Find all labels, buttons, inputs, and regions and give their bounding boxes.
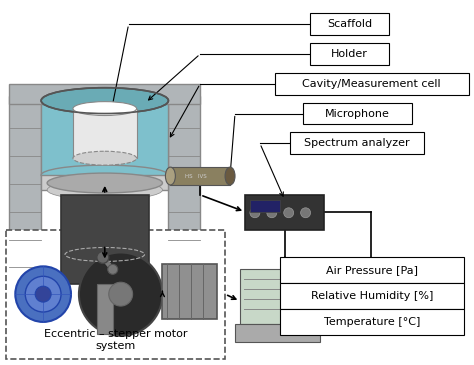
Text: Microphone: Microphone (325, 108, 390, 119)
Bar (170, 167, 230, 185)
Circle shape (250, 208, 260, 218)
Text: Air Pressure [Pa]: Air Pressure [Pa] (326, 265, 418, 275)
Text: Temperature [°C]: Temperature [°C] (324, 317, 420, 327)
Bar (41, 101, 168, 175)
Bar (97, 284, 113, 334)
Circle shape (97, 251, 109, 264)
Bar (290, 132, 424, 154)
Text: Holder: Holder (331, 49, 368, 59)
Text: HS   IVS: HS IVS (185, 173, 207, 178)
Bar (245, 195, 325, 230)
Bar (73, 108, 137, 158)
Bar (41, 175, 168, 190)
Bar (240, 269, 315, 324)
Circle shape (267, 208, 277, 218)
Circle shape (108, 264, 118, 274)
Bar (310, 13, 389, 35)
Ellipse shape (47, 173, 163, 193)
Circle shape (79, 253, 163, 336)
Circle shape (15, 266, 71, 322)
Bar (9, 96, 41, 304)
Ellipse shape (165, 167, 175, 185)
Circle shape (25, 276, 61, 312)
Ellipse shape (41, 165, 168, 185)
Bar (280, 283, 464, 309)
Bar (280, 309, 464, 335)
Ellipse shape (41, 88, 168, 114)
Bar (9, 84, 200, 104)
Ellipse shape (47, 180, 163, 200)
Ellipse shape (73, 101, 137, 115)
Bar (250, 200, 280, 212)
Circle shape (284, 208, 294, 218)
Bar (6, 230, 225, 359)
Text: Cavity/Measurement cell: Cavity/Measurement cell (302, 79, 441, 89)
Text: Relative Humidity [%]: Relative Humidity [%] (310, 291, 433, 301)
Text: Eccentric – stepper motor
system: Eccentric – stepper motor system (44, 329, 187, 351)
Bar (275, 73, 469, 95)
Text: Scaffold: Scaffold (327, 19, 372, 29)
Circle shape (301, 208, 310, 218)
Bar (61, 195, 148, 284)
Ellipse shape (225, 167, 235, 185)
Bar (168, 96, 200, 304)
Bar (163, 264, 217, 319)
Circle shape (109, 282, 133, 306)
Bar (302, 103, 412, 124)
Bar (235, 324, 319, 342)
Bar (280, 257, 464, 283)
Circle shape (35, 286, 51, 302)
Bar (310, 43, 389, 65)
Ellipse shape (73, 151, 137, 165)
Text: Spectrum analyzer: Spectrum analyzer (304, 138, 410, 148)
